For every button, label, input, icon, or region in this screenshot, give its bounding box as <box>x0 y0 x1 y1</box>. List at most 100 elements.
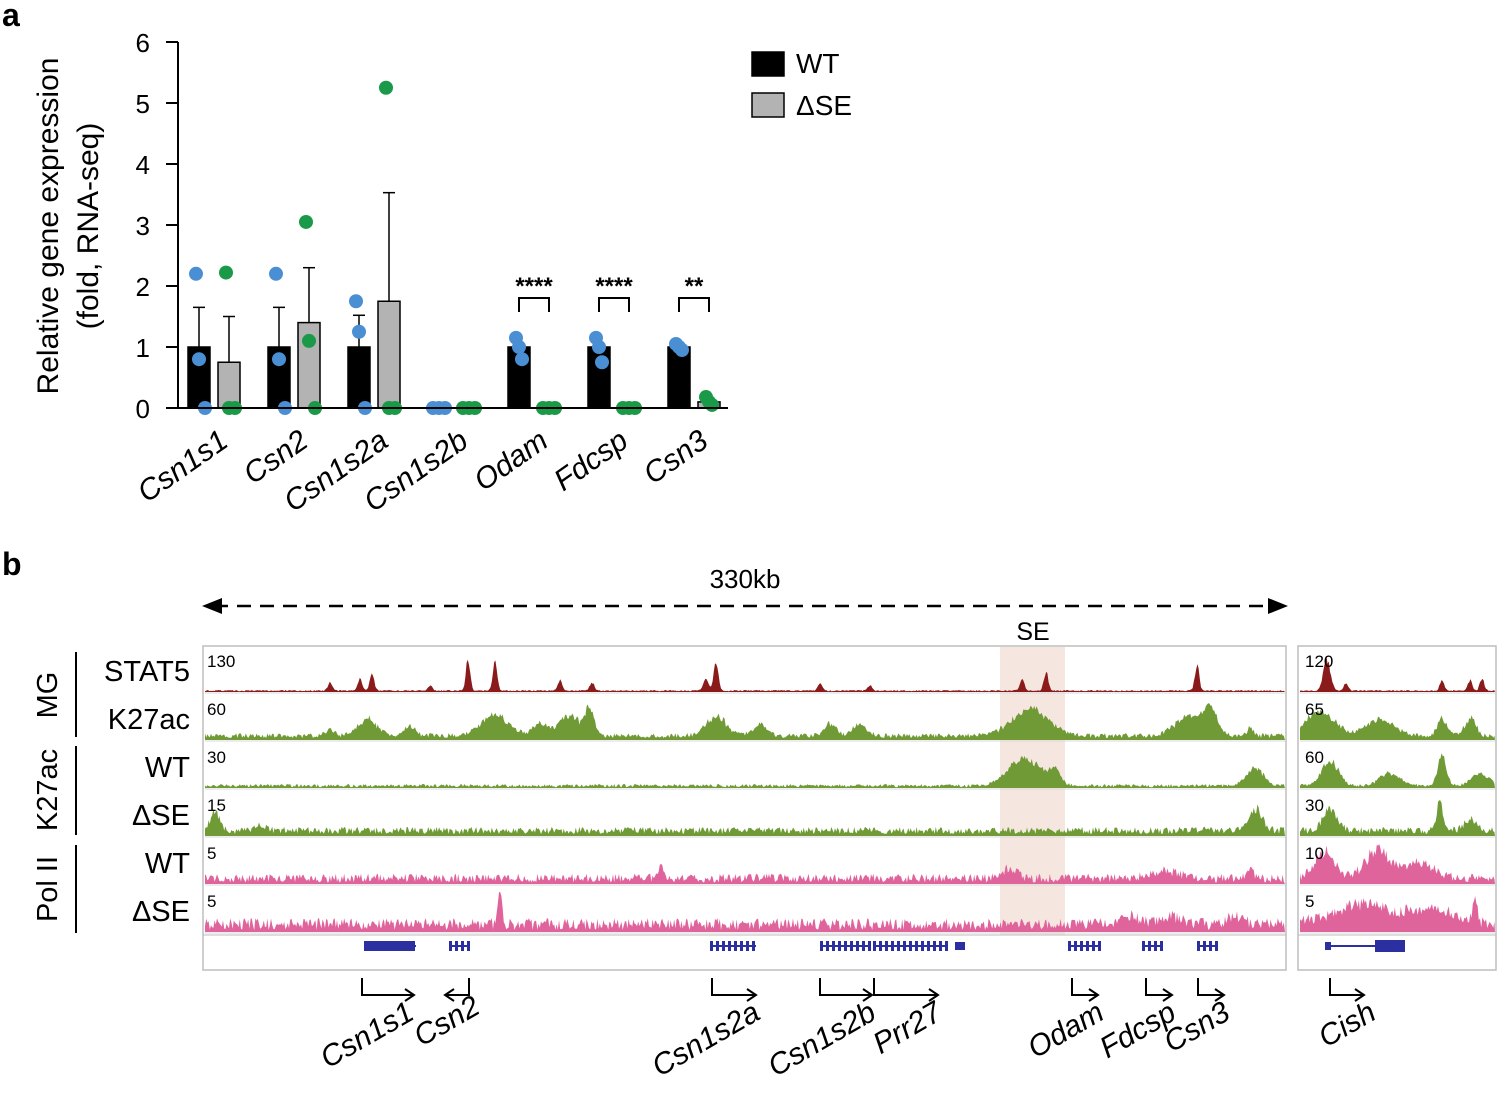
track-label-pol2-wt: WT <box>145 848 190 880</box>
track-scale: 65 <box>1305 700 1324 719</box>
exon <box>885 941 888 951</box>
exon <box>820 941 823 951</box>
signal-4-cish <box>1300 844 1495 884</box>
legend-label-dse: ΔSE <box>796 90 852 121</box>
exon <box>927 941 930 951</box>
exon <box>1098 941 1101 951</box>
signal-3-cish <box>1300 800 1495 836</box>
exon <box>844 941 847 951</box>
signal-2-cish <box>1300 753 1495 788</box>
data-point-wt <box>515 352 529 367</box>
data-point-wt <box>189 266 203 281</box>
data-point-dse <box>302 333 316 348</box>
scale-bar: 330kb <box>202 564 1288 614</box>
data-point-wt <box>352 324 366 339</box>
exon <box>915 941 918 951</box>
tss-arrowhead <box>1354 988 1366 1002</box>
gene-label-prr27: Prr27 <box>867 995 948 1061</box>
tss-arrow <box>1197 978 1224 996</box>
group-label-k27ac: K27ac <box>32 749 64 831</box>
exon <box>449 941 452 951</box>
exon <box>879 941 882 951</box>
y-axis-ticks <box>166 41 178 409</box>
gene-label-cish: Cish <box>1313 995 1381 1054</box>
data-point-wt <box>349 294 363 309</box>
y-axis: 0 1 2 3 4 5 6 <box>136 28 179 424</box>
data-point-dse <box>219 265 233 280</box>
legend: WT ΔSE <box>751 48 852 121</box>
track-scale: 5 <box>207 844 216 863</box>
data-point-wt <box>592 340 606 354</box>
track-scale: 30 <box>207 748 226 767</box>
exon <box>728 941 731 951</box>
y-tick-label: 3 <box>136 211 150 241</box>
track-scale: 30 <box>1305 796 1324 815</box>
data-point-wt <box>512 340 526 354</box>
exon <box>1325 942 1331 950</box>
data-point-wt <box>595 355 609 370</box>
exon <box>1074 941 1077 951</box>
exon-block <box>365 941 415 951</box>
tss-arrowhead <box>1162 988 1174 1002</box>
exon <box>1142 941 1145 951</box>
gene-models <box>203 934 1496 1002</box>
significance-bracket <box>598 297 630 312</box>
track-labels: STAT5 K27ac WT ΔSE WT ΔSE <box>104 656 190 928</box>
track-scales-cish: 120 65 60 30 10 5 <box>1305 652 1333 911</box>
track-scale: 15 <box>207 796 226 815</box>
tss-arrowhead <box>1088 988 1100 1002</box>
exon <box>455 941 458 951</box>
y-tick-label: 4 <box>136 150 150 180</box>
exon <box>1160 941 1163 951</box>
exon <box>1203 941 1206 951</box>
signal-1-cish <box>1300 709 1495 740</box>
exon <box>873 941 876 951</box>
exon <box>939 941 942 951</box>
exon <box>710 941 713 951</box>
significance-label: **** <box>595 273 633 300</box>
scale-bar-label: 330kb <box>710 564 781 594</box>
y-tick-label: 6 <box>136 28 150 58</box>
tss-arrowhead <box>443 988 455 1002</box>
plot-area: **** **** ** <box>187 80 721 415</box>
tss-arrowhead <box>746 988 758 1002</box>
significance-bracket <box>678 297 710 312</box>
signal-1-main <box>205 703 1285 740</box>
exon <box>850 941 853 951</box>
tss-arrowhead <box>862 988 874 1002</box>
bar-wt-csn1s2a <box>347 346 371 409</box>
exon <box>862 941 865 951</box>
tss-arrowhead <box>1214 988 1226 1002</box>
signal-5-main <box>205 892 1285 932</box>
track-scale: 120 <box>1305 652 1333 671</box>
exon <box>740 941 743 951</box>
exon <box>838 941 841 951</box>
exon <box>1092 941 1095 951</box>
signal-3-main <box>205 804 1285 836</box>
x-tick-label: Fdcsp <box>548 424 634 498</box>
x-tick-label: Csn3 <box>638 424 715 491</box>
y-axis-title-line-1: Relative gene expression <box>32 58 65 395</box>
group-label-pol2: Pol II <box>32 856 64 922</box>
exon <box>1154 941 1157 951</box>
y-tick-label: 5 <box>136 89 150 119</box>
y-tick-label: 2 <box>136 272 150 302</box>
significance-label: **** <box>515 273 553 300</box>
exon <box>1080 941 1083 951</box>
y-tick-label: 0 <box>136 394 150 424</box>
scale-bar-arrow-left <box>202 598 222 614</box>
significance-label: ** <box>685 273 704 300</box>
gene-label-csn1s2b: Csn1s2b <box>762 995 881 1083</box>
signal-4-main <box>205 864 1285 884</box>
data-point-wt <box>192 352 206 367</box>
exon <box>909 941 912 951</box>
tss-arrow <box>711 978 756 996</box>
exon <box>826 941 829 951</box>
exon <box>1209 941 1212 951</box>
gene-label-csn1s1: Csn1s1 <box>315 995 420 1074</box>
tss-arrow <box>873 978 938 996</box>
signal-2-main <box>205 755 1285 788</box>
tss-arrow <box>1145 978 1172 996</box>
exon <box>868 941 871 951</box>
